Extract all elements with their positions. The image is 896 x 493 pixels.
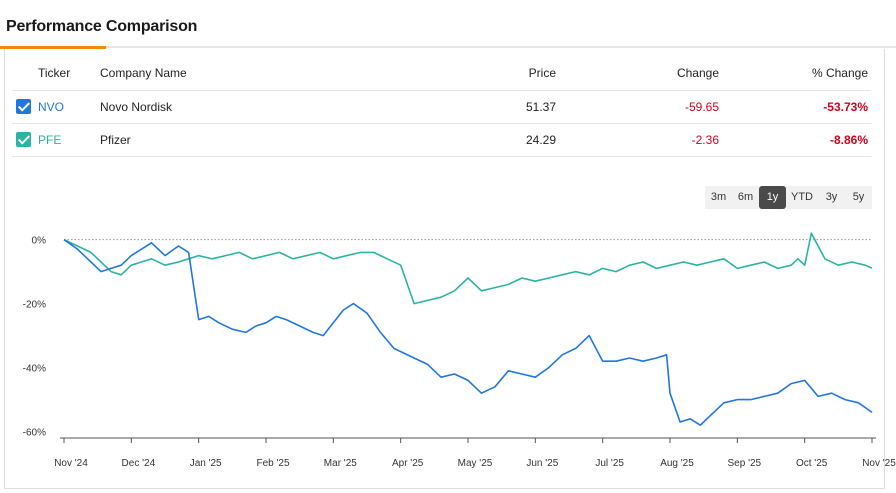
- header-company-name: Company Name: [100, 57, 350, 91]
- range-button-ytd[interactable]: YTD: [786, 186, 818, 209]
- series-checkbox-nvo[interactable]: [16, 99, 31, 115]
- series-checkbox-pfe[interactable]: [16, 132, 31, 148]
- change-value: -59.65: [558, 90, 721, 124]
- x-tick-label: Mar '25: [324, 458, 357, 469]
- page-title: Performance Comparison: [6, 18, 198, 35]
- comparison-panel: [4, 49, 885, 489]
- time-range-selector: 3m 6m 1y YTD 3y 5y: [705, 186, 872, 209]
- range-button-3m[interactable]: 3m: [705, 186, 732, 209]
- pct-change-value: -8.86%: [721, 123, 871, 157]
- price-value: 51.37: [350, 90, 558, 124]
- performance-chart[interactable]: 0% -20% -40% -60% Nov '24 Dec '24 Jan '25 Feb '…: [0, 222, 896, 482]
- x-tick-label: Oct '25: [796, 458, 828, 469]
- header-price: Price: [350, 57, 558, 91]
- range-button-5y[interactable]: 5y: [845, 186, 872, 209]
- ticker-link-nvo[interactable]: NVO: [38, 99, 65, 114]
- pct-change-value: -53.73%: [721, 90, 871, 124]
- series-line-nvo: [63, 238, 873, 426]
- table-row: NVO Novo Nordisk 51.37 -59.65 -53.73%: [12, 90, 871, 124]
- table-header-row: Ticker Company Name Price Change % Chang…: [12, 57, 871, 91]
- y-tick-label: -40%: [23, 364, 46, 375]
- x-tick-label: Jun '25: [526, 458, 558, 469]
- range-button-1y[interactable]: 1y: [759, 186, 786, 209]
- x-tick-label: Nov '25: [862, 458, 896, 469]
- x-tick-label: Aug '25: [660, 458, 694, 469]
- x-tick-label: Jan '25: [190, 458, 222, 469]
- header-pct-change: % Change: [721, 57, 871, 91]
- range-button-6m[interactable]: 6m: [732, 186, 759, 209]
- title-divider: [0, 46, 896, 48]
- range-button-3y[interactable]: 3y: [818, 186, 845, 209]
- company-name: Pfizer: [100, 123, 350, 157]
- y-tick-label: -20%: [23, 300, 46, 311]
- comparison-table: Ticker Company Name Price Change % Chang…: [12, 57, 871, 157]
- header-change: Change: [558, 57, 721, 91]
- ticker-link-pfe[interactable]: PFE: [38, 132, 62, 147]
- change-value: -2.36: [558, 123, 721, 157]
- title-accent-bar: [0, 46, 106, 49]
- header-checkbox-col: [12, 57, 38, 91]
- x-tick-label: Nov '24: [54, 458, 88, 469]
- series-line-pfe: [63, 232, 873, 305]
- y-tick-label: 0%: [32, 236, 47, 247]
- company-name: Novo Nordisk: [100, 90, 350, 124]
- x-tick-label: Feb '25: [256, 458, 289, 469]
- x-tick-label: Sep '25: [728, 458, 762, 469]
- x-tick-label: Jul '25: [595, 458, 624, 469]
- price-value: 24.29: [350, 123, 558, 157]
- header-ticker: Ticker: [38, 57, 100, 91]
- x-tick-label: May '25: [458, 458, 493, 469]
- table-row: PFE Pfizer 24.29 -2.36 -8.86%: [12, 123, 871, 157]
- x-tick-label: Dec '24: [122, 458, 156, 469]
- y-tick-label: -60%: [23, 428, 46, 439]
- x-tick-label: Apr '25: [392, 458, 424, 469]
